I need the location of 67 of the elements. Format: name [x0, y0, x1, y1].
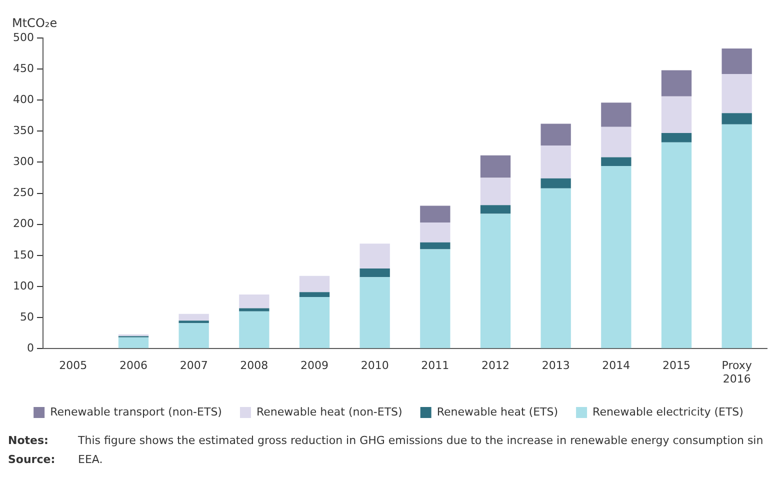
bar [178, 314, 209, 321]
bar [239, 311, 270, 348]
y-tick-label: 500 [12, 30, 34, 44]
y-tick-label: 100 [12, 279, 34, 292]
x-tick-label: 2007 [180, 359, 208, 372]
bar [480, 155, 511, 178]
y-tick-label: 450 [12, 62, 34, 75]
x-tick-label: 2008 [240, 359, 268, 372]
bar [661, 133, 692, 142]
bar [360, 277, 390, 348]
bar [480, 205, 511, 214]
x-tick-label: 2012 [482, 359, 510, 372]
bar [480, 178, 511, 206]
bar [661, 142, 692, 348]
y-tick-label: 150 [12, 248, 34, 262]
x-tick-label: 2010 [360, 359, 389, 372]
bar [118, 337, 149, 348]
bar [540, 124, 571, 146]
bar [299, 276, 330, 292]
bar [722, 124, 752, 348]
legend-label: Renewable heat (non-ETS) [256, 405, 402, 418]
y-tick-label: 350 [12, 124, 34, 138]
bar [722, 48, 752, 74]
x-tick-label: 2011 [421, 359, 450, 372]
bar [601, 166, 632, 348]
bar [178, 320, 209, 324]
y-tick-label: 50 [20, 310, 34, 324]
bar [601, 102, 632, 127]
bar [601, 157, 632, 166]
bar [239, 294, 270, 308]
bar [299, 292, 330, 298]
y-tick-label: 400 [12, 92, 34, 106]
x-tick-label: 2014 [602, 359, 630, 372]
legend-label: Renewable transport (non-ETS) [50, 405, 222, 418]
bar [480, 214, 511, 348]
y-axis-title: MtCO₂e [12, 16, 58, 30]
bar [540, 188, 571, 348]
bar [661, 70, 692, 96]
y-tick-label: 250 [12, 186, 34, 200]
x-tick-label: 2009 [300, 359, 328, 372]
bar [360, 268, 390, 278]
bar [420, 249, 450, 348]
bar [540, 178, 571, 188]
bar [722, 113, 752, 124]
legend-label: Renewable heat (ETS) [436, 405, 558, 418]
bar [540, 145, 571, 178]
bar [661, 96, 692, 134]
x-tick-label: 2005 [59, 359, 88, 372]
bar [239, 308, 270, 312]
bar [360, 244, 390, 268]
text: Source: EEA. [8, 453, 103, 466]
y-tick-label: 200 [12, 217, 34, 230]
bar [420, 242, 450, 250]
y-tick-label: 0 [26, 341, 34, 354]
bar [178, 323, 209, 348]
bar [420, 206, 450, 222]
bar [722, 74, 752, 114]
x-tick-label: 2006 [119, 359, 148, 372]
bar [299, 297, 330, 348]
y-tick-label: 300 [12, 155, 34, 168]
text: Notes: This figure shows the estimated gross reduction in GHG emissions due to the increase in renewable energy consumption sin [8, 434, 764, 447]
bar [601, 126, 632, 158]
legend-label: Renewable electricity (ETS) [592, 405, 744, 418]
x-tick-label: 2013 [542, 359, 570, 372]
x-tick-label: Proxy 2016 [722, 359, 752, 386]
bar [420, 222, 450, 242]
x-tick-label: 2015 [662, 359, 690, 372]
